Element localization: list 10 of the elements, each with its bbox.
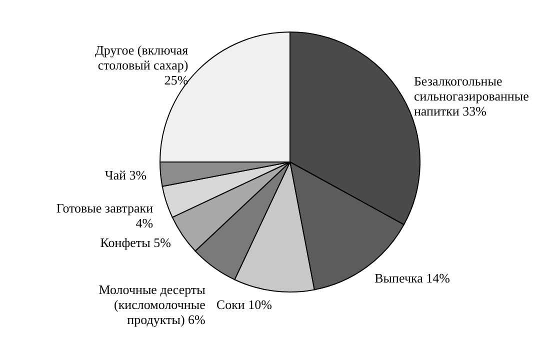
data-label: 4% <box>136 216 154 231</box>
slice-label: Чай 3% <box>104 168 147 183</box>
slice-label: Конфеты 5% <box>100 234 172 250</box>
slice-label: Готовые завтраки <box>56 200 154 216</box>
slice-label: Выпечка 14% <box>374 270 450 286</box>
data-label: 25% <box>164 72 188 88</box>
slice-label: Молочные десерты (кисломолочные продукты) 6% <box>98 282 206 327</box>
slice-label: Безалкогольные сильногазированные напитки 33% <box>414 74 530 119</box>
slice-label: Другое (включая столовый сахар) <box>95 42 188 72</box>
slice-label: Соки 10% <box>216 296 272 312</box>
